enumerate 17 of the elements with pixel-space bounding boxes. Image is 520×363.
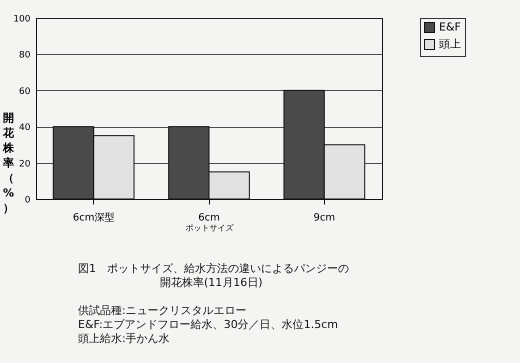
y-tick-label: 100 (13, 14, 31, 24)
legend-label: E&F (439, 20, 461, 34)
x-tick-label: 6cm深型 (72, 212, 114, 224)
text: 図1 ポットサイズ、給水方法の違いによるパンジーの開花株率(11月16日) (78, 262, 350, 290)
y-tick-label: 80 (19, 50, 31, 61)
y-axis-title: 開花株率（%） (2, 112, 15, 214)
x-tick-label: 6cm (198, 212, 220, 224)
y-tick-label: 40 (19, 123, 31, 134)
text: E&F:エブアンドフロー給水、30分／日、水位1.5cm (78, 318, 339, 332)
y-tick-label: 0 (24, 196, 31, 206)
legend-label: 頭上 (439, 38, 461, 50)
x-axis-title: ポットサイズ (186, 224, 234, 232)
y-tick-label: 20 (19, 159, 31, 170)
text: 頭上給水:手かん水 (78, 332, 171, 346)
text: 供試品種:ニュークリスタルエロー (78, 304, 248, 318)
x-tick-label: 9cm (314, 212, 336, 224)
y-tick-label: 60 (19, 86, 31, 97)
